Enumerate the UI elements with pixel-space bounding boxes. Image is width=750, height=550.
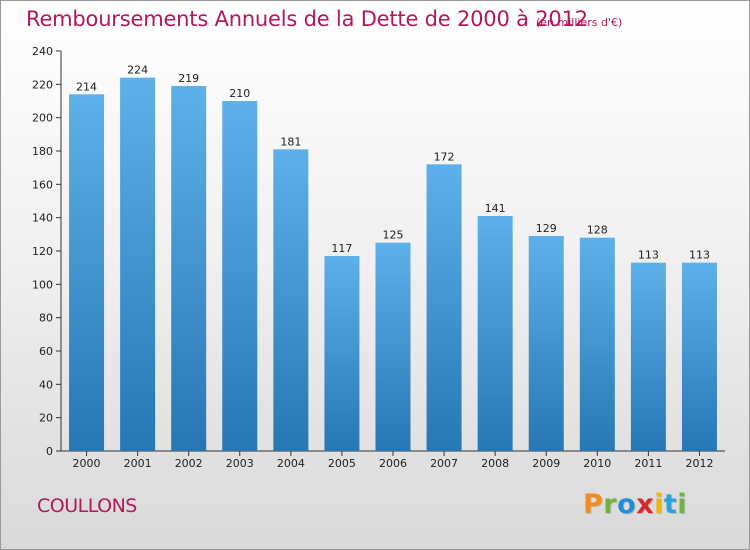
bar-value-label: 224 — [127, 64, 148, 77]
x-tick-label: 2008 — [481, 457, 509, 470]
bar-value-label: 219 — [178, 72, 199, 85]
bar-2011 — [630, 262, 666, 451]
chart-subtitle: (en milliers d'€) — [536, 16, 623, 29]
bar-value-label: 129 — [536, 222, 557, 235]
bar-value-label: 117 — [331, 242, 352, 255]
x-tick-label: 2011 — [634, 457, 662, 470]
bar-value-label: 214 — [76, 80, 97, 93]
bar-value-label: 125 — [383, 229, 404, 242]
bar-value-label: 141 — [485, 202, 506, 215]
bar-2008 — [477, 216, 513, 451]
y-tick-label: 180 — [32, 145, 53, 158]
y-tick-label: 100 — [32, 278, 53, 291]
commune-name: COULLONS — [37, 495, 137, 517]
bar-value-label: 113 — [638, 249, 659, 262]
y-tick-label: 60 — [39, 345, 53, 358]
logo-letter: i — [654, 489, 664, 520]
x-tick-label: 2003 — [226, 457, 254, 470]
x-tick-label: 2000 — [73, 457, 101, 470]
y-tick-label: 120 — [32, 245, 53, 258]
logo-letter: o — [617, 489, 637, 520]
logo-letter: i — [677, 489, 688, 520]
x-tick-label: 2010 — [583, 457, 611, 470]
chart-title: Remboursements Annuels de la Dette de 20… — [26, 7, 588, 31]
bar-2000 — [69, 94, 105, 451]
y-tick-label: 200 — [32, 112, 53, 125]
bar-value-label: 181 — [280, 135, 301, 148]
bar-2007 — [426, 164, 462, 452]
y-tick-label: 220 — [32, 78, 53, 91]
x-tick-label: 2002 — [175, 457, 203, 470]
bar-2010 — [579, 237, 615, 451]
x-tick-label: 2009 — [532, 457, 560, 470]
y-tick-label: 140 — [32, 212, 53, 225]
bar-2003 — [222, 101, 258, 451]
bar-value-label: 172 — [434, 150, 455, 163]
logo-letter: r — [603, 489, 618, 520]
y-tick-label: 40 — [39, 378, 53, 391]
bar-value-label: 113 — [689, 249, 710, 262]
bar-value-label: 128 — [587, 224, 608, 237]
bar-2002 — [171, 86, 207, 451]
y-tick-label: 160 — [32, 178, 53, 191]
bar-value-label: 210 — [229, 87, 250, 100]
x-tick-label: 2007 — [430, 457, 458, 470]
x-tick-label: 2012 — [685, 457, 713, 470]
y-tick-label: 0 — [46, 445, 53, 458]
y-tick-label: 20 — [39, 412, 53, 425]
x-tick-label: 2001 — [124, 457, 152, 470]
proxiti-logo: Proxiti — [583, 489, 687, 520]
x-tick-label: 2005 — [328, 457, 356, 470]
bar-2001 — [120, 77, 156, 452]
logo-letter: P — [583, 489, 604, 520]
y-tick-label: 240 — [32, 45, 53, 58]
x-tick-label: 2006 — [379, 457, 407, 470]
bar-2006 — [375, 242, 411, 451]
logo-letter: t — [663, 489, 678, 520]
bar-2005 — [324, 256, 360, 451]
logo-letter: x — [636, 489, 655, 520]
y-tick-label: 80 — [39, 312, 53, 325]
bar-2004 — [273, 149, 309, 452]
x-tick-label: 2004 — [277, 457, 305, 470]
bar-2009 — [528, 236, 564, 451]
bar-2012 — [681, 262, 717, 451]
